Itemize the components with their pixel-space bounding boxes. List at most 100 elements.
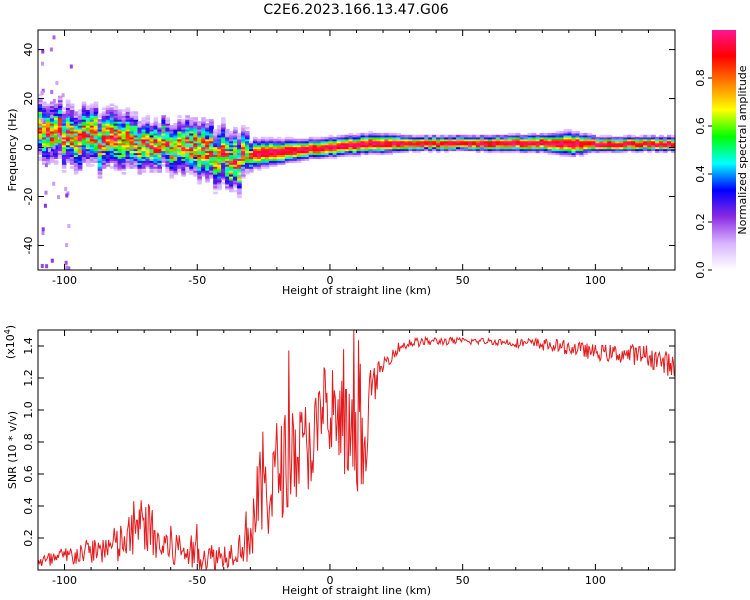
heatmap-cell (161, 117, 166, 120)
heatmap-cell (89, 152, 95, 155)
heatmap-cell (177, 162, 182, 165)
heatmap-cell (225, 156, 230, 159)
heatmap-cell (312, 146, 318, 150)
heatmap-cell (57, 101, 63, 105)
heatmap-cell (165, 158, 170, 161)
heatmap-cell (117, 109, 123, 112)
heatmap-cell (555, 148, 561, 152)
heatmap-cell (109, 113, 115, 116)
heatmap-cell (57, 111, 63, 114)
heatmap-cell (137, 152, 143, 155)
heatmap-cell (81, 150, 87, 154)
heatmap-cell (57, 195, 60, 200)
heatmap-cell (396, 146, 401, 150)
heatmap-cell (137, 127, 143, 130)
heatmap-cell (388, 152, 393, 155)
heatmap-cell (41, 227, 45, 232)
heatmap-cell (189, 160, 194, 163)
heatmap-cell (65, 160, 71, 163)
heatmap-cell (173, 136, 178, 140)
heatmap-cell (340, 144, 346, 148)
heatmap-cell (53, 117, 59, 120)
heatmap-cell (57, 128, 63, 132)
heatmap-cell (225, 187, 230, 191)
heatmap-cell (308, 154, 314, 157)
heatmap-cell (193, 117, 198, 120)
heatmap-cell (595, 136, 600, 140)
heatmap-cell (563, 134, 569, 138)
heatmap-cell (97, 146, 103, 150)
heatmap-cell (316, 154, 322, 157)
heatmap-cell (93, 132, 99, 136)
heatmap-cell (177, 123, 182, 126)
heatmap-cell (579, 142, 584, 146)
heatmap-cell (563, 142, 569, 146)
heatmap-cell (225, 152, 230, 155)
heatmap-cell (129, 134, 135, 138)
heatmap-cell (233, 166, 238, 169)
chart-title: C2E6.2023.166.13.47.G06 (263, 2, 448, 18)
heatmap-cell (328, 146, 334, 150)
heatmap-cell (89, 109, 95, 112)
heatmap-cell (233, 148, 238, 152)
heatmap-cell (201, 140, 206, 144)
heatmap-cell (46, 152, 51, 155)
heatmap-cell (53, 111, 59, 114)
heatmap-cell (225, 130, 230, 134)
heatmap-cell (169, 140, 174, 144)
heatmap-cell (543, 134, 549, 138)
heatmap-cell (137, 134, 143, 138)
heatmap-cell (93, 130, 99, 134)
heatmap-cell (264, 160, 270, 163)
heatmap-cell (408, 146, 413, 150)
heatmap-cell (416, 144, 421, 148)
heatmap-cell (559, 154, 565, 157)
heatmap-cell (384, 140, 389, 144)
heatmap-cell (368, 150, 373, 154)
heatmap-cell (420, 134, 425, 138)
heatmap-cell (125, 136, 131, 140)
heatmap-cell (105, 144, 111, 148)
heatmap-cell (571, 134, 577, 138)
heatmap-cell (109, 166, 115, 169)
heatmap-cell (519, 146, 525, 150)
heatmap-cell (332, 136, 338, 140)
heatmap-cell (253, 148, 258, 152)
heatmap-cell (571, 152, 577, 155)
heatmap-cell (129, 128, 135, 132)
heatmap-cell (448, 148, 453, 152)
heatmap-cell (519, 140, 525, 144)
heatmap-cell (276, 160, 282, 163)
heatmap-cell (69, 109, 75, 112)
heatmap-cell (221, 128, 226, 132)
heatmap-cell (157, 144, 162, 148)
heatmap-cell (65, 138, 71, 142)
heatmap-cell (288, 136, 294, 140)
heatmap-cell (563, 132, 569, 136)
heatmap-cell (547, 142, 553, 146)
heatmap-cell (173, 142, 178, 146)
heatmap-cell (177, 156, 182, 159)
heatmap-cell (304, 152, 310, 155)
heatmap-cell (46, 103, 51, 107)
heatmap-cell (475, 136, 481, 140)
heatmap-cell (229, 166, 234, 169)
heatmap-cell (42, 138, 47, 142)
heatmap-cell (483, 144, 489, 148)
heatmap-cell (77, 158, 83, 161)
heatmap-cell (583, 138, 588, 142)
heatmap-cell (444, 144, 449, 148)
heatmap-cell (233, 168, 238, 171)
heatmap-cell (97, 113, 103, 116)
heatmap-cell (137, 166, 143, 169)
heatmap-cell (237, 148, 242, 152)
heatmap-cell (432, 134, 437, 138)
heatmap-cell (185, 127, 190, 130)
heatmap-cell (631, 148, 636, 152)
heatmap-cell (69, 119, 75, 122)
heatmap-cell (61, 132, 67, 136)
heatmap-cell (368, 130, 373, 134)
heatmap-cell (165, 130, 170, 134)
heatmap-cell (571, 132, 577, 136)
heatmap-cell (205, 148, 210, 152)
